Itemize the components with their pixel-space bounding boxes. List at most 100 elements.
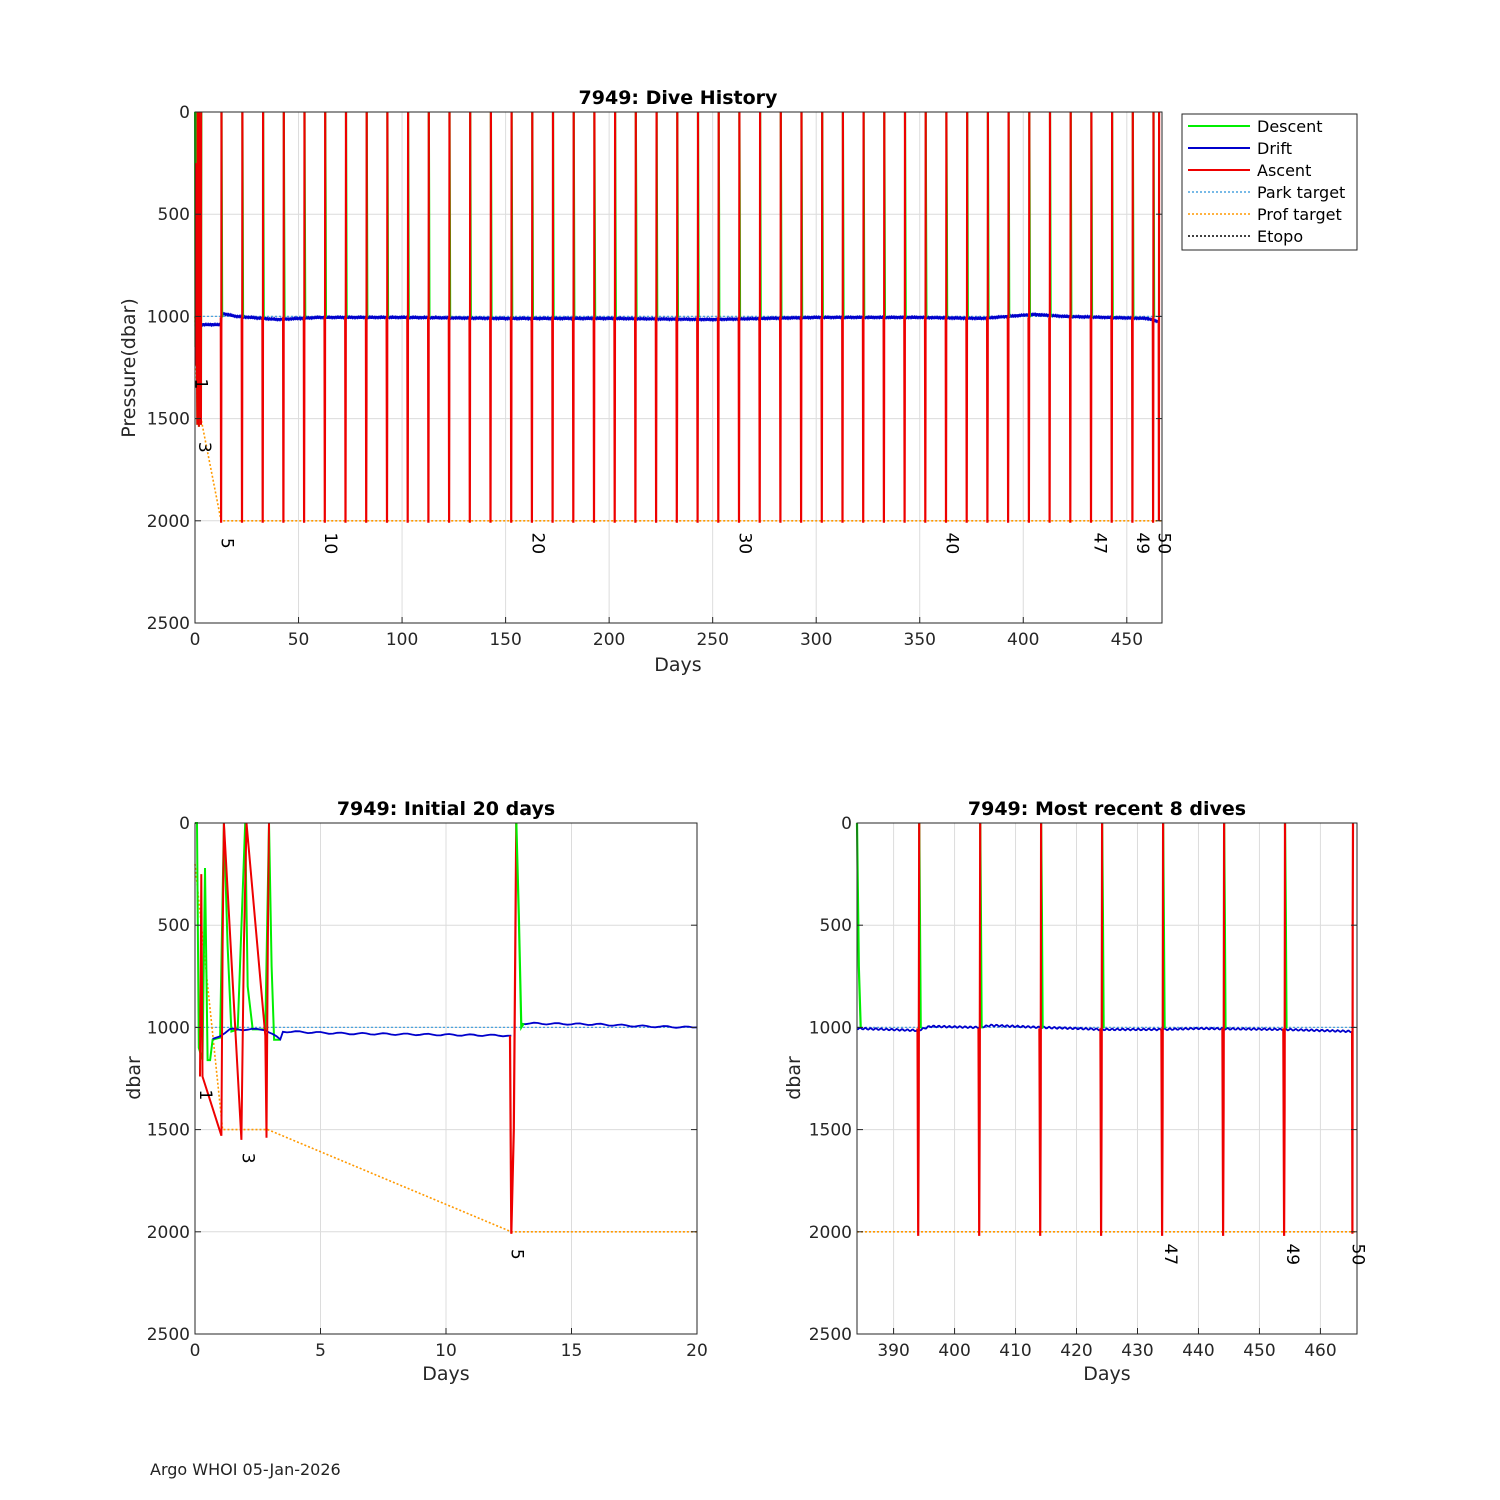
- dive-history-ytick-label: 1500: [147, 410, 190, 430]
- recent-dives-xtick-label: 430: [1121, 1341, 1153, 1361]
- recent-dives-series: [855, 822, 1357, 1236]
- dive-history-xtick-label: 150: [489, 630, 521, 650]
- recent-dives-axes-box: [856, 822, 1358, 1335]
- recent-dives-xtick-label: 440: [1182, 1341, 1214, 1361]
- initial-20-days-profile-label: 3: [238, 1153, 258, 1164]
- initial-20-days-xtick-label: 5: [315, 1341, 326, 1361]
- recent-dives-ascent-line: [916, 822, 921, 1236]
- dive-history-profile-label: 47: [1090, 532, 1110, 554]
- initial-20-days-panel: 0 5 10 15 20 0 500 1000 1500 2000 2500 1 3 5 7949: I…: [123, 798, 708, 1385]
- recent-dives-ytick-label: 1500: [809, 1121, 852, 1141]
- dive-history-ascent-line: [282, 111, 285, 523]
- recent-dives-ytick-label: 500: [820, 916, 852, 936]
- dive-history-ascent-line: [613, 111, 617, 523]
- dive-history-ascent-line: [1068, 111, 1072, 523]
- dive-history-profile-label: 30: [734, 532, 754, 554]
- dive-history-ascent-line: [903, 111, 907, 523]
- dive-history-ascent-line: [654, 111, 658, 523]
- dive-history-ascent-line: [530, 111, 534, 523]
- dive-history-xtick-label: 300: [800, 630, 832, 650]
- recent-dives-profile-label: 47: [1160, 1244, 1180, 1266]
- initial-20-days-late-drift-line: [521, 1021, 698, 1029]
- legend-label: Drift: [1257, 139, 1292, 158]
- dive-history-profile-label: 10: [320, 533, 340, 555]
- legend-label: Etopo: [1257, 227, 1303, 246]
- dive-history-profile-labels: 1 3 5 10 20 30 40 47 49 50: [190, 379, 1173, 555]
- recent-dives-ytick-label: 0: [841, 814, 852, 834]
- initial-20-days-descent-5: [515, 822, 525, 1032]
- dive-history-ascent-line: [447, 111, 451, 523]
- initial-20-days-ascent-line: [199, 822, 270, 1140]
- legend-label: Park target: [1257, 183, 1345, 202]
- recent-dives-xtick-label: 400: [938, 1341, 970, 1361]
- recent-dives-xtick-label: 420: [1060, 1341, 1092, 1361]
- dive-history-ascent-line: [427, 111, 430, 523]
- recent-dives-xlabel: Days: [1083, 1363, 1130, 1385]
- recent-dives-final-ascent: [1351, 822, 1355, 1234]
- dive-history-profile-label: 49: [1132, 532, 1152, 554]
- legend-label: Ascent: [1257, 161, 1311, 180]
- dive-history-profile-label: 50: [1154, 532, 1174, 554]
- dive-history-ascent-line: [1006, 111, 1010, 523]
- initial-20-days-ytick-label: 2000: [147, 1223, 190, 1243]
- dive-history-ascent-line: [240, 111, 244, 523]
- dive-history-ascent-line: [923, 111, 927, 523]
- dive-history-ascent-line: [489, 111, 492, 523]
- initial-20-days-xtick-label: 10: [435, 1341, 457, 1361]
- initial-20-days-xtick-label: 15: [561, 1341, 583, 1361]
- dive-history-ascent-line: [675, 111, 679, 523]
- dive-history-ascent-line: [1110, 111, 1114, 523]
- dive-history-ascent-line: [468, 111, 472, 523]
- dive-history-ascent-line: [571, 111, 575, 523]
- recent-dives-plot-area: [857, 823, 1357, 1334]
- dive-history-xtick-label: 350: [904, 630, 936, 650]
- dive-history-ascent-line: [799, 111, 803, 523]
- dive-history-ascent-line: [634, 111, 637, 523]
- dive-history-ytick-label: 500: [158, 205, 190, 225]
- dive-history-ascent-line: [716, 111, 720, 523]
- recent-dives-first-descent: [855, 822, 862, 1028]
- dive-history-ascent-line: [986, 111, 989, 523]
- legend-label: Descent: [1257, 117, 1323, 136]
- dive-history-ascent-line: [696, 111, 700, 523]
- initial-20-days-xtick-label: 20: [686, 1341, 708, 1361]
- dive-history-early-ascent: [194, 111, 203, 427]
- recent-dives-drift-line: [856, 1023, 1354, 1034]
- dive-history-ytick-label: 2000: [147, 512, 190, 532]
- recent-dives-ytick-label: 1000: [809, 1018, 852, 1038]
- dive-history-xtick-label: 450: [1111, 630, 1143, 650]
- dive-history-xtick-label: 400: [1007, 630, 1039, 650]
- dive-history-ylabel: Pressure(dbar): [118, 298, 140, 438]
- dive-history-ascent-line: [820, 111, 824, 523]
- recent-dives-panel: 390 400 410 420 430 440 450 460 0 500 1000 1500 2000…: [783, 798, 1368, 1385]
- initial-20-days-ytick-label: 1500: [147, 1121, 190, 1141]
- recent-dives-ascent-line: [1038, 822, 1043, 1236]
- recent-dives-xtick-label: 460: [1304, 1341, 1336, 1361]
- recent-dives-ytick-label: 2500: [809, 1325, 852, 1345]
- dive-history-xlabel: Days: [654, 654, 701, 676]
- initial-20-days-title: 7949: Initial 20 days: [337, 798, 555, 820]
- dive-history-ascent-line: [385, 111, 389, 523]
- dive-history-ascent-line: [364, 111, 368, 523]
- dive-history-ascent-line: [219, 111, 223, 523]
- recent-dives-ytick-label: 2000: [809, 1223, 852, 1243]
- dive-history-xtick-label: 250: [696, 630, 728, 650]
- dive-history-profile-label: 1: [190, 379, 210, 390]
- dive-history-xtick-label: 0: [190, 630, 201, 650]
- initial-20-days-profile-labels: 1 3 5: [195, 1090, 526, 1260]
- dive-history-profile-label: 3: [194, 442, 214, 453]
- dive-history-title: 7949: Dive History: [579, 87, 778, 109]
- dive-history-ascent-line: [944, 111, 948, 523]
- dive-history-xtick-label: 200: [593, 630, 625, 650]
- dive-history-xtick-label: 100: [386, 630, 418, 650]
- dive-history-ticks: 0 50 100 150 200 250 300 350 400 450 0 500 1000 1500 2…: [147, 103, 1162, 650]
- dive-history-ascent-line: [779, 111, 782, 523]
- dive-history-ascent-line: [302, 111, 306, 523]
- dive-history-ascent-line: [1048, 111, 1052, 523]
- dive-history-ascent-line: [737, 111, 741, 523]
- dive-history-ytick-label: 0: [179, 103, 190, 123]
- initial-20-days-xtick-label: 0: [190, 1341, 201, 1361]
- dive-history-ascent-line: [592, 111, 596, 523]
